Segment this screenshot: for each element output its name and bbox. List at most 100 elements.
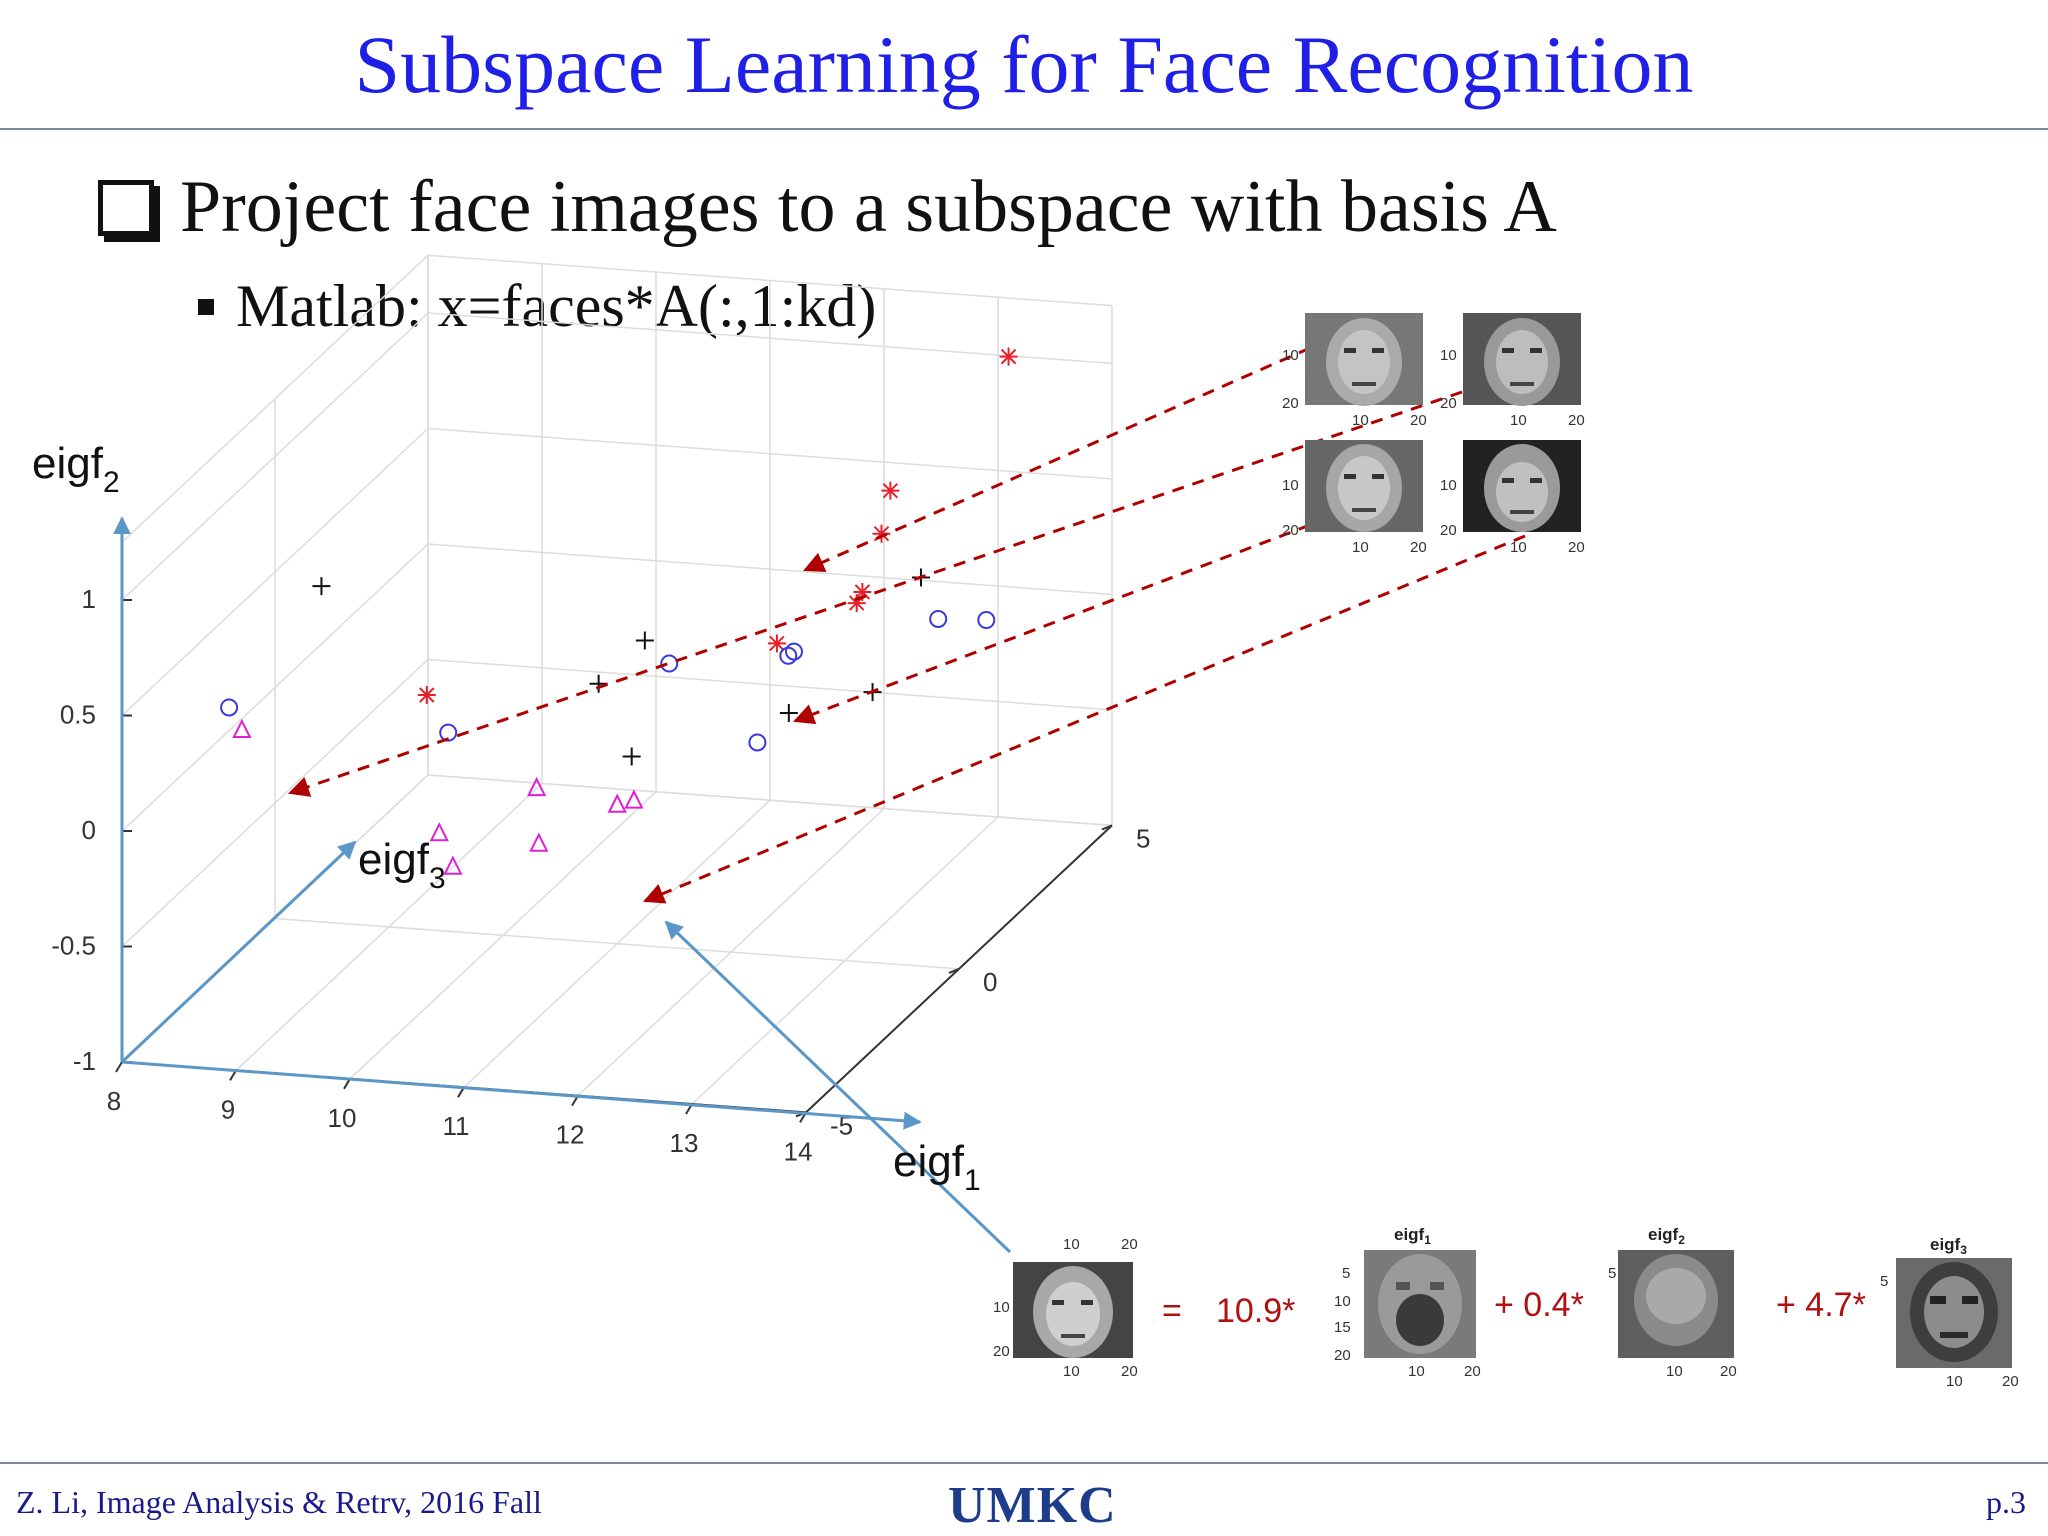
z-tick-label: 0 <box>82 815 96 845</box>
grid-line <box>274 917 960 970</box>
thumb-tick: 20 <box>1568 412 1585 429</box>
data-point-plus <box>589 674 608 693</box>
data-point-triangle <box>529 832 549 852</box>
grid-line <box>427 543 1113 596</box>
eigf3-axis-arrow <box>120 840 357 1064</box>
projection-line-face2 <box>288 390 1463 797</box>
page-number: p.3 <box>1986 1484 2026 1520</box>
chart-points <box>220 347 1018 875</box>
square-bullet-icon <box>198 298 214 315</box>
footer-course: Z. Li, Image Analysis & Retrv, 2016 Fall <box>16 1484 542 1520</box>
bullet-text: Project face images to a subspace with b… <box>180 166 1557 248</box>
thumb-tick: 20 <box>1568 539 1585 556</box>
y-tick-mark <box>948 967 960 974</box>
x-tick-label: 11 <box>443 1111 470 1141</box>
eigenface-2-image <box>1618 1250 1734 1358</box>
bullet-item: Project face images to a subspace with b… <box>98 165 1557 250</box>
umkc-logo: UMKC <box>948 1477 1117 1534</box>
data-point-circle <box>220 698 239 717</box>
x-tick-mark <box>115 1061 123 1073</box>
data-point-plus <box>635 631 654 650</box>
data-point-plus <box>779 703 798 722</box>
coefficient-3: + 4.7* <box>1776 1286 1866 1324</box>
eigenface-2-title: eigf2 <box>1648 1225 1685 1247</box>
y-tick-label: 5 <box>1136 823 1150 853</box>
thumb-tick: 10 <box>1510 412 1527 429</box>
data-point-triangle <box>443 855 463 875</box>
thumb-tick: 10 <box>1352 412 1369 429</box>
data-point-asterisk <box>872 524 891 543</box>
grid-line <box>121 312 429 601</box>
grid-line <box>427 312 1113 365</box>
face-thumb-1 <box>1305 313 1423 406</box>
thumb-tick: 10 <box>1440 347 1457 364</box>
coefficient-1: 10.9* <box>1216 1292 1295 1330</box>
data-point-circle <box>929 609 948 628</box>
eig1-tick: 15 <box>1334 1319 1351 1336</box>
data-point-circle <box>660 654 679 673</box>
data-point-asterisk <box>417 685 436 704</box>
projection-line-face4 <box>643 534 1526 904</box>
thumb-tick: 10 <box>1440 477 1457 494</box>
thumb-tick: 10 <box>1282 477 1299 494</box>
thumb-tick: 20 <box>1410 539 1427 556</box>
data-point-asterisk <box>999 347 1018 366</box>
data-point-triangle <box>429 822 449 842</box>
eig1-tick: 10 <box>1334 1293 1351 1310</box>
thumb-tick: 20 <box>1282 522 1299 539</box>
input-tick: 10 <box>1063 1363 1080 1380</box>
z-tick-label: -1 <box>73 1046 96 1076</box>
eigen-decomposition: 10 20 10 20 10 20 = 10.9* eigf1 5 10 15 … <box>993 1225 2019 1390</box>
eigenface-1-image <box>1364 1250 1476 1358</box>
x-tick-label: 9 <box>221 1094 235 1124</box>
thumb-tick: 10 <box>1352 539 1369 556</box>
eig3-tick: 20 <box>2002 1373 2019 1390</box>
data-point-asterisk <box>767 634 786 653</box>
input-tick: 10 <box>993 1299 1010 1316</box>
checkbox-bullet-icon <box>98 179 154 236</box>
grid-line <box>427 774 1113 827</box>
z-tick-label: 1 <box>82 584 96 614</box>
x-tick-label: 14 <box>784 1136 813 1166</box>
face-thumbnails: 10 20 10 20 10 20 10 20 10 20 10 20 10 2… <box>1282 313 1585 556</box>
grid-line <box>427 427 1113 480</box>
face-thumb-4 <box>1463 440 1581 532</box>
thumb-tick: 20 <box>1440 395 1457 412</box>
data-point-triangle <box>624 789 644 809</box>
input-tick: 20 <box>993 1343 1010 1360</box>
footer-divider <box>0 1462 2048 1464</box>
eig2-tick: 5 <box>1608 1265 1616 1282</box>
y-tick-label: 0 <box>983 967 997 997</box>
coefficient-2: + 0.4* <box>1494 1286 1584 1324</box>
projection-pointer-arrow <box>664 920 1012 1254</box>
equals-sign: = <box>1162 1292 1182 1330</box>
z-tick-label: -0.5 <box>51 931 96 961</box>
face-thumb-2 <box>1463 313 1581 406</box>
input-tick: 20 <box>1121 1363 1138 1380</box>
projection-line-face1 <box>803 346 1311 573</box>
eig1-tick: 5 <box>1342 1265 1350 1282</box>
thumb-tick: 20 <box>1282 395 1299 412</box>
data-point-plus <box>622 747 641 766</box>
eig1-tick: 20 <box>1334 1347 1351 1364</box>
projection-line-face3 <box>793 523 1311 725</box>
data-point-asterisk <box>881 481 900 500</box>
chart-grid <box>121 254 1113 1114</box>
grid-line <box>121 543 429 832</box>
eigenface-3-image <box>1896 1258 2012 1368</box>
grid-line <box>427 254 1113 307</box>
eigf1-axis-arrow <box>121 1060 922 1130</box>
data-point-circle <box>439 723 458 742</box>
data-point-circle <box>785 642 803 661</box>
x-tick-label: 12 <box>556 1120 585 1150</box>
data-point-circle <box>779 646 798 665</box>
input-tick: 20 <box>1121 1236 1138 1253</box>
eigenface-3-title: eigf3 <box>1930 1235 1967 1257</box>
input-face-image <box>1013 1262 1133 1358</box>
grid-line <box>121 254 429 543</box>
face-thumb-3 <box>1305 440 1423 532</box>
eigenface-1-title: eigf1 <box>1394 1225 1431 1247</box>
eig2-tick: 10 <box>1666 1363 1683 1380</box>
